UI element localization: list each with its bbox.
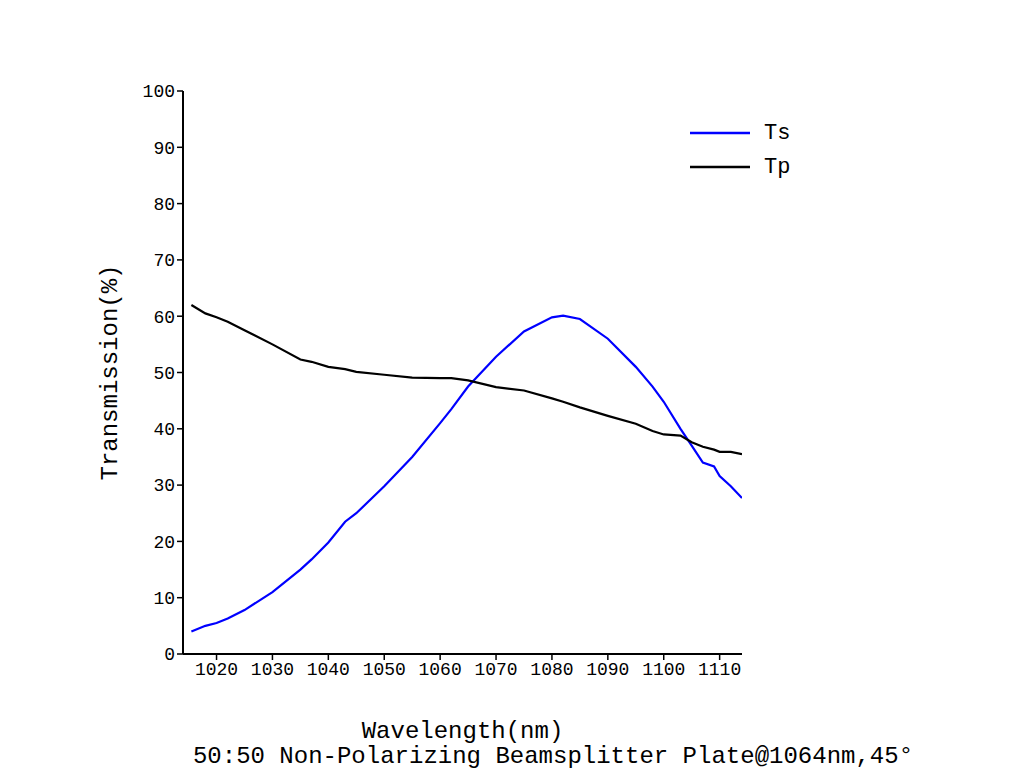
svg-text:100: 100 (143, 82, 175, 102)
svg-text:1040: 1040 (307, 660, 350, 680)
svg-text:90: 90 (153, 139, 175, 159)
svg-text:1020: 1020 (195, 660, 238, 680)
html-text:Tp: Tp (764, 154, 791, 180)
svg-text:1090: 1090 (586, 660, 629, 680)
svg-text:0: 0 (164, 645, 175, 665)
svg-text:60: 60 (153, 308, 175, 328)
svg-text:50: 50 (153, 364, 175, 384)
svg-text:30: 30 (153, 476, 175, 496)
svg-text:1070: 1070 (474, 660, 517, 680)
svg-text:70: 70 (153, 251, 175, 271)
svg-text:1110: 1110 (698, 660, 741, 680)
svg-text:20: 20 (153, 533, 175, 553)
svg-text:80: 80 (153, 195, 175, 215)
svg-text:Transmission(%): Transmission(%) (97, 264, 124, 480)
svg-text:1080: 1080 (530, 660, 573, 680)
svg-text:40: 40 (153, 420, 175, 440)
svg-text:Wavelength(nm): Wavelength(nm) (362, 718, 564, 745)
svg-text:1030: 1030 (251, 660, 294, 680)
svg-text:10: 10 (153, 589, 175, 609)
html-text:50:50 Non-Polarizing Beamsplit: 50:50 Non-Polarizing Beamsplitter Plate@… (192, 743, 914, 770)
svg-text:1100: 1100 (642, 660, 685, 680)
svg-text:1060: 1060 (419, 660, 462, 680)
svg-text:1050: 1050 (363, 660, 406, 680)
html-text:Ts: Ts (764, 120, 791, 146)
